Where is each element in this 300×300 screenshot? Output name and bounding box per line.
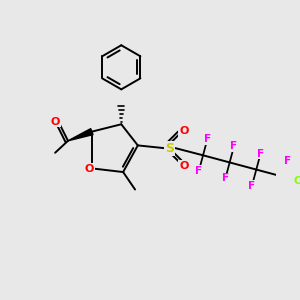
Text: F: F bbox=[230, 142, 238, 152]
Text: F: F bbox=[195, 166, 202, 176]
Text: F: F bbox=[204, 134, 211, 144]
Text: O: O bbox=[179, 126, 188, 136]
Text: Cl: Cl bbox=[293, 176, 300, 186]
Text: O: O bbox=[50, 116, 60, 127]
Text: O: O bbox=[84, 164, 94, 174]
Text: S: S bbox=[166, 142, 175, 155]
Text: F: F bbox=[284, 156, 291, 166]
Text: F: F bbox=[257, 148, 264, 159]
Text: F: F bbox=[248, 181, 256, 190]
Text: O: O bbox=[179, 160, 188, 171]
Text: F: F bbox=[222, 173, 229, 183]
Polygon shape bbox=[68, 129, 93, 141]
